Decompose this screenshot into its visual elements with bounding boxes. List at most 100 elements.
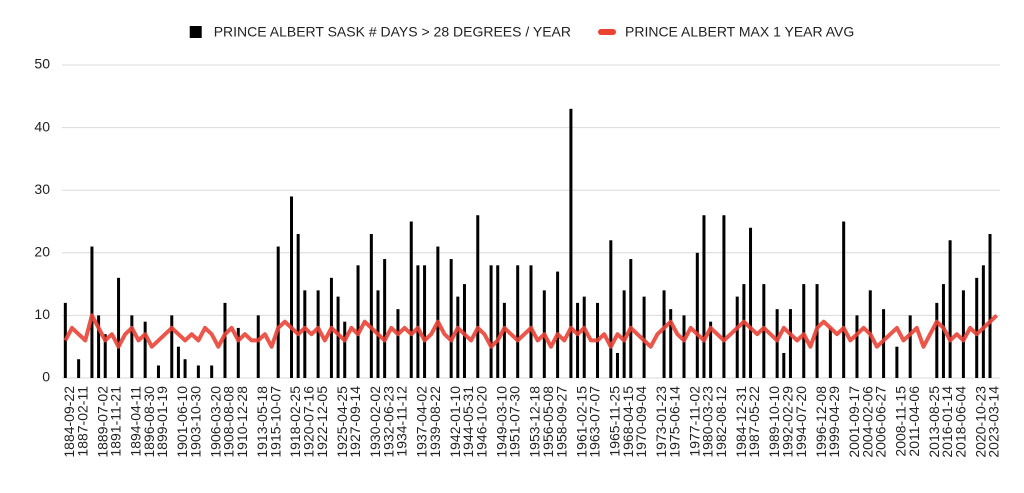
x-tick-label: 1920-07-16 — [301, 386, 317, 458]
x-tick-label: 1899-01-19 — [154, 386, 170, 458]
x-tick-label: 1927-09-14 — [347, 386, 363, 458]
bar — [802, 284, 806, 378]
bar — [316, 290, 320, 378]
x-tick-label: 1961-02-15 — [573, 386, 589, 458]
line — [63, 313, 999, 349]
bar — [183, 359, 187, 378]
x-tick-label: 1958-09-27 — [553, 386, 569, 458]
bar — [895, 346, 899, 378]
bar — [569, 108, 573, 378]
bar — [961, 290, 965, 378]
bar — [416, 265, 420, 378]
x-tick-label: 1939-08-22 — [427, 386, 443, 458]
x-tick-label: 1968-04-15 — [620, 386, 636, 458]
bar — [695, 252, 699, 378]
bar — [828, 327, 832, 378]
bar — [749, 227, 753, 378]
bar — [383, 259, 387, 378]
bar — [842, 221, 846, 378]
bar — [988, 234, 992, 378]
x-tick-label: 2001-09-17 — [846, 386, 862, 458]
x-tick-label: 2016-01-14 — [939, 386, 955, 458]
x-tick-label: 1891-11-21 — [108, 386, 124, 457]
bar — [622, 290, 626, 378]
bar — [788, 309, 792, 378]
x-tick-label: 1946-10-20 — [473, 386, 489, 458]
bar — [948, 240, 952, 378]
x-tick-label: 1884-09-22 — [61, 386, 77, 458]
bar — [722, 215, 726, 378]
bar — [702, 215, 706, 378]
x-tick-label: 2008-11-15 — [893, 386, 909, 457]
x-tick-label: 1908-08-08 — [221, 386, 237, 458]
x-tick-label: 2013-08-25 — [926, 386, 942, 458]
legend: PRINCE ALBERT SASK # DAYS > 28 DEGREES /… — [189, 24, 854, 40]
bar — [775, 309, 779, 378]
x-tick-label: 1989-10-10 — [766, 386, 782, 458]
legend-label: PRINCE ALBERT MAX 1 YEAR AVG — [625, 24, 854, 40]
bar — [682, 315, 686, 378]
bar — [97, 315, 101, 378]
x-tick-label: 1894-04-11 — [128, 386, 144, 457]
bar — [516, 265, 520, 378]
bar — [409, 221, 413, 378]
x-tick-label: 1996-12-08 — [813, 386, 829, 458]
bar — [196, 365, 200, 378]
bar — [662, 290, 666, 378]
x-tick-label: 2011-04-06 — [906, 386, 922, 457]
x-tick-label: 1992-02-29 — [779, 386, 795, 458]
x-tick-label: 2004-02-06 — [859, 386, 875, 458]
bar — [356, 265, 360, 378]
bar — [496, 265, 500, 378]
x-tick-label: 1977-11-02 — [686, 386, 702, 457]
bar — [423, 265, 427, 378]
bar — [935, 302, 939, 378]
bar — [436, 246, 440, 378]
x-tick-label: 1889-07-02 — [94, 386, 110, 458]
bar — [117, 277, 121, 378]
x-tick-label: 1925-04-25 — [334, 386, 350, 458]
x-tick-label: 1951-07-30 — [507, 386, 523, 458]
bar — [336, 296, 340, 378]
bar — [855, 315, 859, 378]
x-tick-label: 1944-05-31 — [460, 386, 476, 458]
bar — [369, 234, 373, 378]
bar — [130, 315, 134, 378]
bar — [63, 302, 67, 378]
x-tick-label: 1973-01-23 — [653, 386, 669, 458]
x-tick-label: 1901-06-10 — [174, 386, 190, 458]
bar — [456, 296, 460, 378]
y-tick-label: 0 — [42, 369, 50, 385]
x-tick-label: 1963-07-07 — [587, 386, 603, 458]
bar — [143, 321, 147, 378]
x-tick-label: 1949-03-10 — [493, 386, 509, 458]
bar — [642, 296, 646, 378]
x-tick-label: 1953-12-18 — [527, 386, 543, 458]
bar — [236, 327, 240, 378]
y-tick-label: 50 — [34, 56, 50, 72]
x-tick-label: 1994-07-20 — [793, 386, 809, 458]
bar — [170, 315, 174, 378]
bar — [975, 277, 979, 378]
bar — [981, 265, 985, 378]
x-tick-label: 2020-10-23 — [972, 386, 988, 458]
x-tick-label: 2006-06-27 — [873, 386, 889, 458]
bar — [502, 302, 506, 378]
x-tick-label: 1903-10-30 — [187, 386, 203, 458]
bar — [396, 309, 400, 378]
bar — [782, 352, 786, 378]
bar — [742, 284, 746, 378]
bar — [529, 265, 533, 378]
x-tick-label: 1965-11-25 — [607, 386, 623, 457]
bar — [669, 309, 673, 378]
x-tick-label: 1975-06-14 — [666, 386, 682, 458]
x-tick-label: 1915-10-07 — [267, 386, 283, 458]
bar — [908, 315, 912, 378]
x-tick-label: 1918-02-25 — [287, 386, 303, 458]
bar — [882, 309, 886, 378]
bar — [629, 259, 633, 378]
x-tick-label: 1910-12-28 — [234, 386, 250, 458]
x-tick-label: 1982-08-12 — [713, 386, 729, 458]
x-tick-label: 1913-05-18 — [254, 386, 270, 458]
